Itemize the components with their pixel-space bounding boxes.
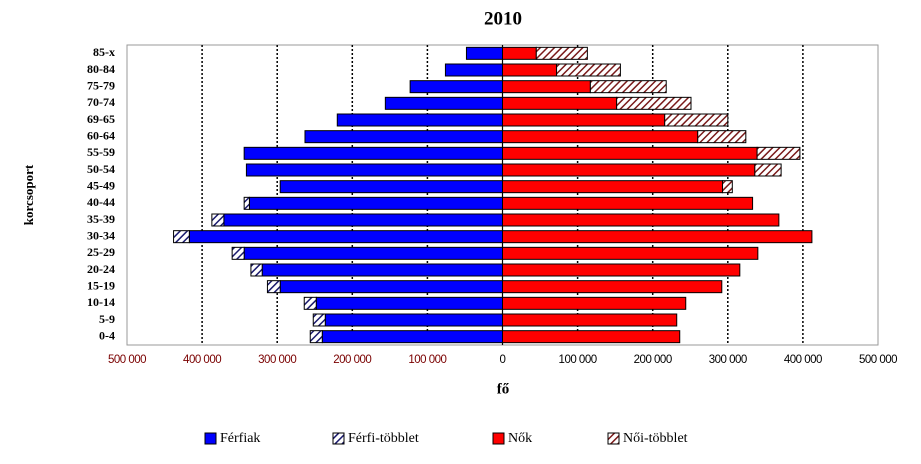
y-axis-label: korcsoport	[21, 164, 36, 225]
bar	[243, 246, 503, 260]
bar	[502, 263, 741, 277]
legend-label: Nők	[508, 431, 532, 446]
y-tick-label: 15-19	[87, 278, 115, 292]
surplus-bar	[250, 263, 263, 277]
y-tick-label: 5-9	[99, 312, 115, 326]
legend-swatch	[204, 432, 217, 445]
surplus-bar	[231, 246, 245, 260]
bar	[409, 80, 504, 94]
x-tick-label: 300 000	[709, 354, 747, 366]
y-tick-label: 35-39	[87, 212, 115, 226]
bar	[502, 163, 756, 177]
x-tick-label: 100 000	[408, 354, 446, 366]
y-tick-label: 75-79	[87, 78, 115, 92]
bar	[321, 330, 504, 344]
surplus-bar	[266, 280, 281, 294]
bar	[315, 296, 504, 310]
surplus-bar	[664, 113, 729, 127]
x-tick-label: 500 000	[108, 354, 146, 366]
y-tick-label: 80-84	[87, 62, 115, 76]
bar	[384, 96, 503, 110]
bar	[502, 313, 678, 327]
surplus-bar	[556, 63, 621, 77]
bar	[502, 330, 681, 344]
surplus-bar	[303, 296, 317, 310]
bar	[336, 113, 503, 127]
surplus-bar	[756, 146, 801, 160]
y-tick-label: 10-14	[87, 295, 115, 309]
bar	[502, 113, 666, 127]
bar	[502, 46, 537, 60]
x-tick-label: 400 000	[183, 354, 221, 366]
bar	[502, 80, 591, 94]
bar	[502, 96, 618, 110]
x-tick-label: 500 000	[859, 354, 897, 366]
surplus-bar	[211, 213, 225, 227]
surplus-bar	[616, 96, 692, 110]
surplus-bar	[312, 313, 326, 327]
bar	[223, 213, 503, 227]
y-tick-label: 50-54	[87, 162, 115, 176]
bar	[502, 196, 754, 210]
x-tick-label: 200 000	[333, 354, 371, 366]
surplus-bar	[535, 46, 588, 60]
y-tick-label: 85-x	[93, 45, 115, 59]
bar	[502, 180, 724, 194]
x-tick-label: 100 000	[559, 354, 597, 366]
bar	[502, 130, 699, 144]
surplus-bar	[722, 180, 733, 194]
y-tick-label: 70-74	[87, 95, 115, 109]
bar	[243, 146, 503, 160]
legend-label: Női-többlet	[623, 431, 688, 446]
bar	[324, 313, 503, 327]
surplus-bar	[309, 330, 323, 344]
y-tick-label: 40-44	[87, 195, 115, 209]
bar	[248, 196, 503, 210]
bar	[502, 246, 759, 260]
x-tick-label: 0	[500, 354, 506, 366]
legend-label: Férfi-többlet	[348, 431, 419, 446]
surplus-bar	[243, 196, 250, 210]
legend-swatch	[607, 432, 620, 445]
y-tick-label: 60-64	[87, 128, 115, 142]
legend-swatch	[492, 432, 505, 445]
bar	[261, 263, 503, 277]
bar	[502, 280, 723, 294]
y-tick-label: 30-34	[87, 228, 115, 242]
bar	[502, 146, 758, 160]
bar	[502, 296, 687, 310]
bar	[465, 46, 503, 60]
bar	[245, 163, 503, 177]
surplus-bar	[173, 230, 190, 244]
y-tick-label: 0-4	[99, 328, 115, 342]
legend-swatch	[332, 432, 345, 445]
y-tick-label: 25-29	[87, 245, 115, 259]
x-tick-label: 400 000	[784, 354, 822, 366]
chart-title: 2010	[484, 8, 522, 29]
y-tick-label: 20-24	[87, 262, 115, 276]
y-tick-label: 69-65	[87, 112, 115, 126]
bar	[279, 180, 504, 194]
y-tick-label: 45-49	[87, 178, 115, 192]
bar	[502, 213, 780, 227]
bar	[444, 63, 504, 77]
x-tick-label: 200 000	[634, 354, 672, 366]
bar	[502, 230, 813, 244]
y-tick-label: 55-59	[87, 145, 115, 159]
bar	[502, 63, 558, 77]
legend-label: Férfiak	[220, 431, 260, 446]
surplus-bar	[697, 130, 747, 144]
bar	[279, 280, 504, 294]
bar	[304, 130, 503, 144]
x-axis-label: fő	[497, 381, 510, 397]
bar	[188, 230, 503, 244]
x-tick-label: 300 000	[258, 354, 296, 366]
surplus-bar	[754, 163, 782, 177]
surplus-bar	[589, 80, 667, 94]
